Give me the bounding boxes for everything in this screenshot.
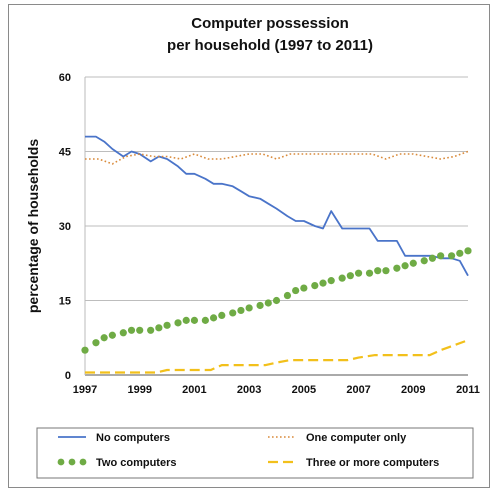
x-tick-label: 2001 — [182, 384, 206, 396]
series-0 — [85, 135, 469, 277]
data-point — [437, 252, 445, 260]
data-point — [163, 321, 171, 329]
legend-label: No computers — [96, 432, 170, 444]
data-point — [264, 299, 272, 307]
data-point — [108, 331, 116, 339]
x-axis-tick-labels: 1997 1999 2001 2003 2005 2007 2009 2011 — [73, 384, 480, 396]
series-line — [85, 339, 469, 374]
legend-label: Two computers — [96, 457, 176, 469]
data-point — [393, 264, 401, 272]
legend-label: One computer only — [306, 432, 407, 444]
legend-swatch — [79, 458, 87, 466]
y-tick-label: 30 — [59, 221, 71, 233]
y-tick-label: 15 — [59, 296, 71, 308]
x-tick-label: 2003 — [237, 384, 261, 396]
legend-item: Two computers — [57, 457, 176, 469]
data-point — [272, 296, 281, 305]
y-tick-label: 45 — [59, 147, 71, 159]
data-point — [256, 301, 264, 310]
data-point — [409, 259, 417, 267]
data-point — [420, 257, 428, 265]
data-point — [229, 309, 237, 317]
legend-swatch — [57, 458, 65, 466]
gridlines — [85, 76, 468, 301]
data-point — [319, 279, 327, 287]
data-point — [245, 304, 253, 312]
data-point — [365, 269, 374, 277]
data-point — [338, 274, 346, 282]
x-tick-label: 1997 — [73, 384, 97, 396]
data-point — [92, 339, 100, 347]
legend: No computers One computer only Two compute… — [57, 432, 439, 469]
series-layer — [81, 135, 472, 374]
data-point — [292, 286, 300, 295]
data-point — [218, 311, 226, 319]
data-point — [346, 272, 354, 280]
data-point — [464, 247, 472, 255]
data-point — [174, 319, 182, 327]
legend-swatch — [68, 458, 76, 466]
x-tick-label: 2011 — [456, 384, 480, 396]
data-point — [136, 326, 144, 334]
x-tick-label: 2005 — [292, 384, 316, 396]
data-point — [374, 267, 382, 275]
data-point — [327, 277, 335, 285]
data-point — [127, 326, 136, 334]
y-axis-tick-labels: 0 15 30 45 60 — [59, 72, 71, 382]
series-2 — [81, 247, 472, 354]
y-axis-label: percentage of households — [25, 139, 41, 313]
legend-item: No computers — [58, 432, 170, 444]
data-point — [119, 329, 127, 337]
data-point — [201, 316, 209, 324]
data-point — [81, 346, 89, 354]
data-point — [456, 249, 464, 257]
data-point — [100, 334, 108, 342]
data-point — [401, 262, 409, 270]
series-line — [85, 135, 469, 277]
data-point — [209, 314, 218, 322]
data-point — [155, 324, 163, 332]
data-point — [311, 282, 319, 290]
x-tick-label: 2009 — [401, 384, 425, 396]
data-point — [354, 269, 363, 277]
data-point — [190, 316, 199, 324]
data-point — [237, 306, 245, 315]
data-point — [382, 267, 390, 275]
legend-item: One computer only — [268, 432, 407, 444]
chart-frame — [8, 4, 490, 488]
data-point — [300, 284, 308, 292]
chart-title-line-1: Computer possession — [191, 15, 349, 32]
series-1 — [85, 150, 469, 165]
chart-title-line-2: per household (1997 to 2011) — [167, 37, 373, 54]
legend-item: Three or more computers — [268, 457, 439, 469]
y-tick-label: 60 — [59, 72, 71, 84]
data-point — [447, 252, 456, 260]
series-line — [85, 150, 469, 165]
data-point — [182, 316, 190, 324]
data-point — [147, 326, 155, 334]
legend-box — [36, 427, 474, 479]
legend-label: Three or more computers — [306, 457, 439, 469]
x-tick-label: 1999 — [127, 384, 151, 396]
data-point — [428, 254, 437, 262]
y-tick-label: 0 — [65, 370, 71, 382]
data-point — [283, 291, 292, 300]
x-tick-label: 2007 — [346, 384, 370, 396]
series-3 — [85, 339, 469, 374]
